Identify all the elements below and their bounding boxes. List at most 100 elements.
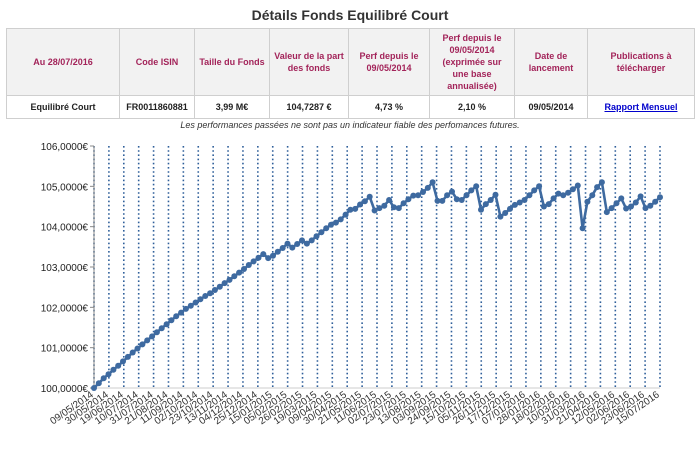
data-point — [574, 182, 581, 189]
data-point — [226, 276, 233, 283]
cell-launch-date: 09/05/2014 — [514, 95, 588, 119]
data-point — [502, 210, 509, 216]
monthly-report-link[interactable]: Rapport Mensuel — [604, 102, 678, 112]
page-title: Détails Fonds Equilibré Court — [251, 7, 449, 23]
data-point — [91, 385, 97, 391]
cell-fund-name: Equilibré Court — [6, 95, 120, 119]
header-unit-value: Valeur de la part des fonds — [269, 28, 349, 96]
data-point — [444, 192, 451, 199]
data-point — [628, 203, 634, 210]
data-point — [603, 209, 610, 216]
data-point — [241, 266, 247, 272]
data-point — [173, 313, 180, 320]
data-point — [284, 240, 291, 247]
data-point — [569, 186, 576, 193]
data-point — [361, 198, 368, 205]
data-point — [211, 287, 218, 293]
data-point — [652, 198, 659, 205]
data-point — [366, 193, 373, 200]
data-point — [100, 375, 107, 382]
data-point — [540, 203, 547, 210]
cell-unit-value: 104,7287 € — [269, 95, 349, 119]
data-point — [492, 191, 499, 198]
data-point — [386, 197, 393, 203]
data-point — [357, 201, 364, 208]
data-point — [565, 189, 572, 196]
data-point — [178, 309, 185, 316]
data-point — [473, 183, 480, 190]
data-point — [545, 201, 552, 208]
data-point — [420, 189, 426, 195]
data-point — [270, 252, 276, 259]
data-point — [642, 205, 649, 212]
data-point — [197, 296, 204, 303]
data-point — [657, 194, 663, 201]
data-point — [390, 204, 397, 211]
data-point — [216, 283, 223, 290]
data-point — [594, 184, 601, 191]
data-point — [516, 199, 523, 206]
y-tick-label: 100,0000€ — [41, 384, 89, 395]
data-point — [589, 192, 596, 199]
data-point — [294, 241, 301, 247]
data-point — [308, 237, 315, 244]
data-point — [144, 337, 151, 344]
data-point — [289, 244, 296, 251]
data-point — [415, 192, 422, 199]
data-point — [497, 213, 504, 220]
table-row: Equilibré Court FR0011860881 3,99 M€ 104… — [6, 95, 695, 119]
y-tick-label: 105,0000€ — [41, 182, 89, 193]
data-point — [231, 273, 238, 280]
data-point — [279, 245, 286, 251]
data-point — [274, 248, 281, 255]
data-point — [449, 188, 455, 195]
data-point — [613, 200, 620, 207]
data-point — [110, 366, 117, 373]
data-point — [115, 362, 122, 369]
fund-details-table: Au 28/07/2016 Code ISIN Taille du Fonds … — [6, 28, 695, 119]
data-point — [598, 179, 605, 186]
data-point — [129, 349, 136, 356]
data-point — [342, 211, 349, 218]
data-point — [550, 195, 557, 202]
data-point — [618, 195, 625, 202]
data-point — [347, 206, 354, 213]
y-tick-label: 101,0000€ — [41, 344, 89, 355]
data-point — [560, 192, 567, 199]
data-point — [381, 202, 388, 209]
data-point — [318, 229, 325, 236]
data-point — [192, 299, 199, 306]
data-point — [579, 225, 586, 232]
data-point — [647, 202, 654, 209]
data-point — [468, 187, 475, 194]
data-point — [371, 207, 378, 214]
data-point — [405, 196, 412, 203]
data-point — [260, 251, 267, 258]
data-point — [158, 325, 165, 332]
data-point — [255, 254, 262, 261]
data-point — [376, 205, 383, 212]
data-point — [337, 216, 344, 223]
data-point — [124, 353, 131, 360]
data-point — [526, 192, 533, 199]
y-tick-label: 103,0000€ — [41, 263, 89, 274]
data-point — [313, 233, 320, 240]
data-point — [328, 221, 334, 228]
data-point — [303, 240, 310, 247]
table-header-row: Au 28/07/2016 Code ISIN Taille du Fonds … — [6, 28, 695, 96]
data-point — [250, 258, 257, 265]
data-point — [608, 205, 615, 212]
performance-line-chart: 100,0000€ 101,0000€ 102,0000€ 103,0000€ 104,… — [41, 142, 663, 427]
data-point — [623, 205, 630, 212]
data-point — [395, 205, 402, 212]
data-point — [332, 219, 339, 226]
data-point — [584, 198, 591, 205]
header-launch-date: Date de lancement — [514, 28, 588, 96]
data-point — [182, 305, 189, 312]
data-point — [352, 205, 359, 212]
performance-disclaimer: Les performances passées ne sont pas un … — [180, 120, 520, 130]
data-point — [424, 184, 431, 191]
data-point — [187, 302, 194, 309]
cell-perf-since: 4,73 % — [348, 95, 430, 119]
data-point — [463, 192, 470, 199]
